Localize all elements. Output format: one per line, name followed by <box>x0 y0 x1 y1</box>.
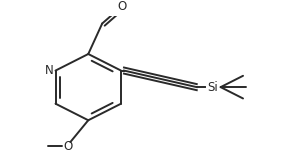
Text: N: N <box>45 64 54 77</box>
Text: Si: Si <box>207 81 218 94</box>
Text: O: O <box>118 0 127 13</box>
Text: O: O <box>64 140 73 153</box>
